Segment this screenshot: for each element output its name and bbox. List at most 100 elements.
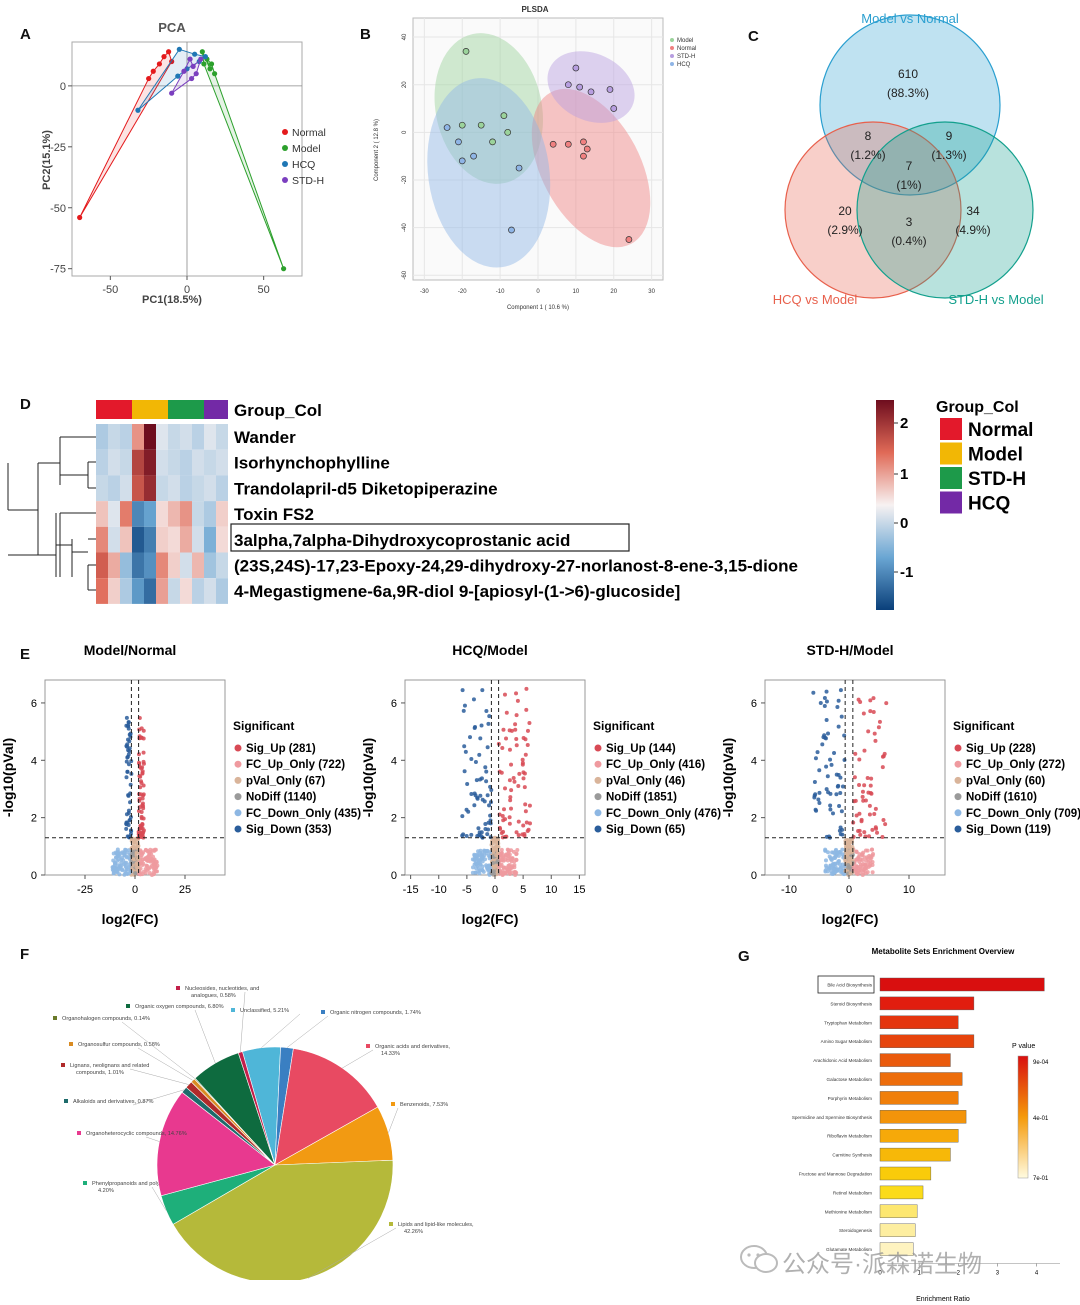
enrich-pvalue-scale [1017, 1055, 1029, 1179]
pie-label-marker [366, 1044, 370, 1048]
volcano-legend-marker [234, 793, 242, 801]
volcano-point [839, 865, 844, 870]
volcano-point [141, 783, 146, 788]
heatmap-row-label: Isorhynchophylline [234, 454, 390, 473]
volcano-point [857, 811, 862, 816]
volcano-point [877, 719, 882, 724]
heatmap-group-bar-std-h [168, 400, 204, 419]
volcano-point [817, 790, 822, 795]
plsda-point [508, 226, 515, 234]
volcano-legend-marker [954, 809, 962, 817]
plsda-xtick-label: -10 [496, 289, 505, 295]
plsda-point [443, 124, 451, 131]
pca-point [192, 51, 198, 57]
volcano-point [483, 765, 488, 770]
volcano-point [139, 859, 144, 864]
plsda-ytick-label: 0 [402, 130, 408, 134]
volcano-ytick-label: 4 [31, 755, 37, 767]
volcano-point [469, 832, 474, 837]
pca-point [181, 68, 187, 74]
volcano-point [842, 758, 847, 763]
volcano-point [461, 708, 466, 713]
volcano-xtick-label: -25 [77, 884, 93, 896]
volcano-point [523, 802, 528, 807]
volcano-point [843, 858, 848, 863]
volcano-ytick-label: 4 [751, 755, 757, 767]
plsda-point [610, 105, 618, 112]
volcano-point [494, 863, 499, 868]
volcano-point [139, 792, 144, 797]
plsda-legend-marker [670, 62, 674, 66]
volcano-point [484, 769, 489, 774]
volcano-point [125, 742, 130, 747]
volcano-point [525, 829, 530, 834]
volcano-xlabel: log2(FC) [822, 911, 879, 927]
volcano-title: STD-H/Model [806, 642, 893, 658]
heatmap-cell [96, 578, 108, 604]
volcano-point [469, 756, 474, 761]
enrich-bar [879, 1242, 914, 1256]
pca-legend-marker [282, 177, 288, 183]
volcano-point [135, 841, 140, 846]
volcano-point [816, 797, 821, 802]
plsda-point [576, 83, 584, 91]
heatmap-scale-label: 1 [900, 466, 908, 483]
volcano-point [127, 862, 132, 867]
volcano-point [869, 847, 874, 852]
volcano-point [497, 863, 502, 868]
volcano-point [515, 698, 520, 703]
volcano-point [823, 858, 828, 863]
volcano-point [866, 729, 871, 734]
volcano-xtick-label: -5 [462, 884, 472, 896]
heatmap-group-bar-model [132, 400, 168, 419]
volcano-point [146, 858, 151, 863]
volcano-point [503, 786, 508, 791]
volcano-point [475, 796, 480, 801]
volcano-point [862, 862, 867, 867]
plsda-ellipse-hcq [427, 78, 551, 268]
panel-label-g: G [738, 948, 750, 965]
volcano-point [507, 821, 512, 826]
heatmap-row-label: Wander [234, 428, 296, 447]
enrich-legend-label: 7e-01 [1033, 1176, 1049, 1182]
volcano-point [483, 821, 488, 826]
volcano-point [473, 857, 478, 862]
volcano-point [507, 778, 512, 783]
heatmap-cell [144, 526, 156, 553]
volcano-point [489, 788, 494, 793]
volcano-point [824, 787, 829, 792]
volcano-point [527, 720, 532, 725]
plsda-point [500, 112, 508, 120]
venn-circle-model-vs-normal [819, 14, 1001, 196]
volcano-point [487, 803, 492, 808]
volcano-point [473, 870, 478, 875]
volcano-point [514, 713, 519, 718]
volcano-point [499, 858, 504, 863]
plsda-point [470, 152, 477, 160]
volcano-point [522, 831, 527, 836]
volcano-point [509, 728, 514, 733]
volcano-point [866, 864, 871, 869]
volcano-point [486, 721, 491, 726]
pie-leader-line [342, 1049, 374, 1069]
plsda-point [477, 121, 485, 129]
volcano-point [124, 775, 129, 780]
volcano-point [134, 845, 139, 850]
panel-label-f: F [20, 946, 30, 963]
volcano-point [462, 703, 467, 708]
plsda-ellipse-std-h [547, 51, 635, 123]
volcano-point [477, 850, 482, 855]
heatmap-scale-label: 0 [900, 515, 908, 532]
heatmap-legend-label: HCQ [968, 494, 1010, 515]
pca-xtick-label: 0 [184, 284, 190, 296]
volcano-point [145, 864, 150, 869]
volcano-point [826, 731, 831, 736]
volcano-point [865, 856, 870, 861]
volcano-point [862, 748, 867, 753]
pie-label-cont: 4.20% [98, 1188, 114, 1194]
volcano-point [858, 857, 863, 862]
plsda-point [580, 152, 587, 160]
volcano-point [117, 854, 122, 859]
volcano-point [139, 853, 144, 858]
volcano-point [523, 809, 528, 814]
